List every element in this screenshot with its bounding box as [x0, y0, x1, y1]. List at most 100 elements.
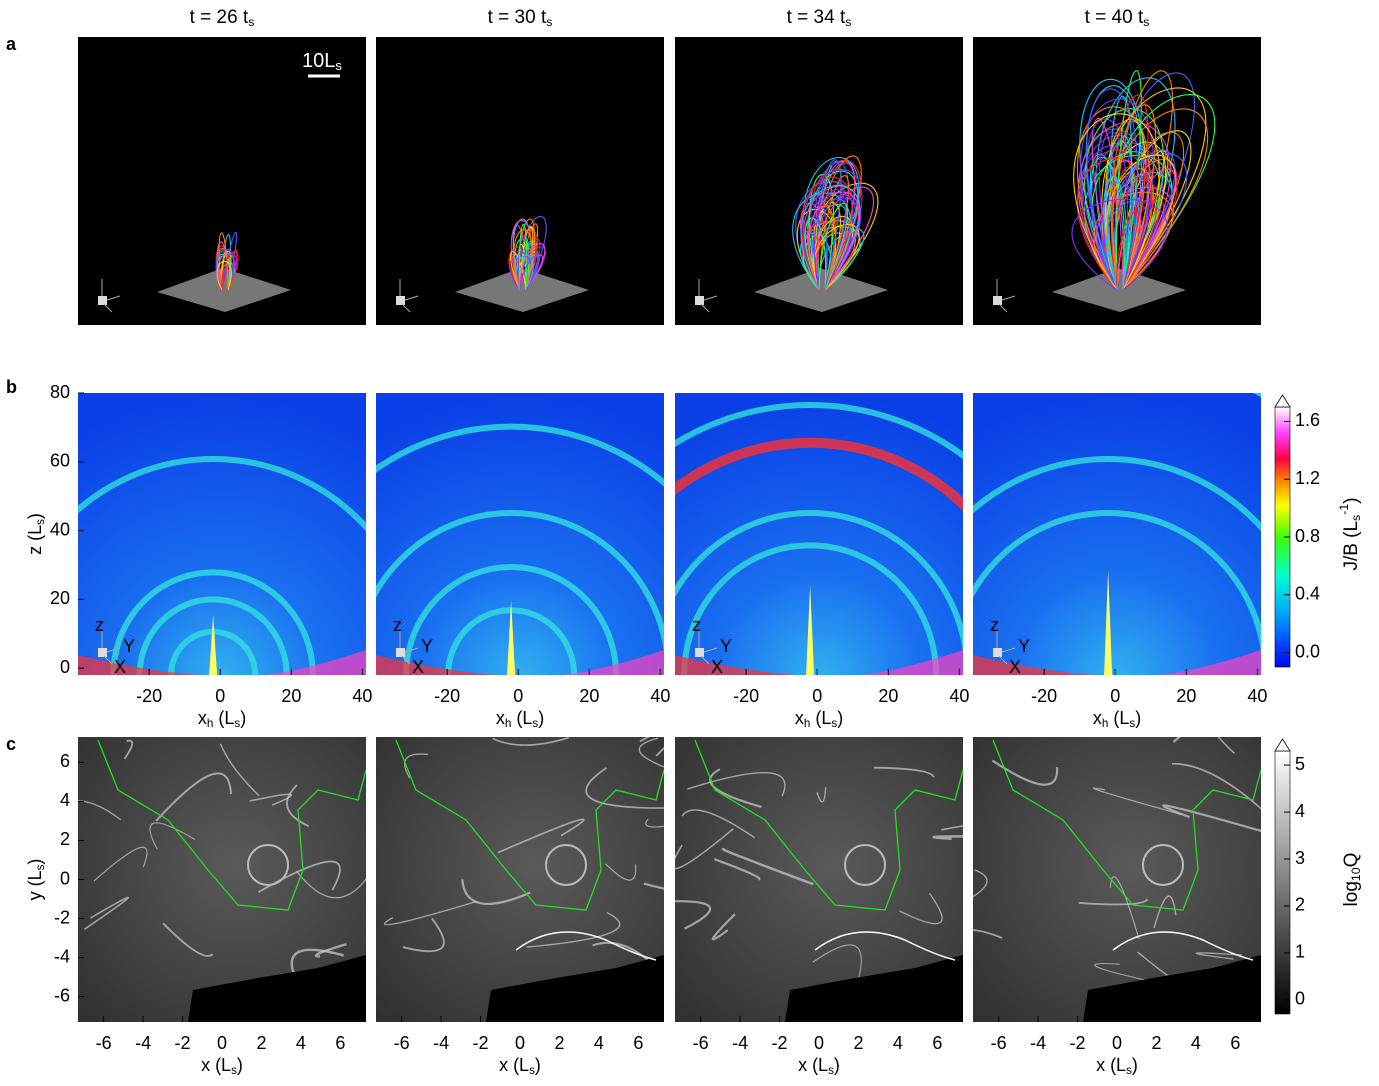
triad-axis	[703, 647, 718, 653]
x-axis-label-part: )	[1132, 1055, 1138, 1075]
field-lines	[1071, 70, 1216, 291]
triad-label: Y	[1018, 284, 1030, 304]
x-axis-label-part: s	[529, 1064, 535, 1077]
x-tick-label: 6	[335, 1033, 345, 1053]
field-line	[1101, 87, 1207, 291]
x-axis-label: x (Ls)	[499, 1055, 541, 1077]
x-axis-label-part: )	[837, 708, 843, 728]
qsl	[383, 900, 477, 926]
colorbar-tick-label: 0	[1295, 989, 1305, 1009]
field-line	[519, 245, 537, 291]
base-plane	[455, 268, 589, 312]
triad-axis	[700, 303, 710, 313]
base-plane	[754, 268, 888, 312]
column-title-part: s	[546, 15, 552, 29]
y-tick-label: -6	[54, 985, 70, 1005]
y-axis-label-part: z (L	[25, 525, 45, 555]
y-tick-label: 80	[50, 382, 70, 402]
x-tick-label: 0	[812, 686, 822, 706]
triad-label: Y	[720, 636, 732, 656]
triad-label: z	[393, 263, 402, 283]
colorbar-label-part: Q	[1341, 853, 1362, 868]
qsl	[83, 896, 129, 931]
x-axis-label-part: s	[831, 717, 837, 730]
field-line	[1098, 131, 1129, 291]
colorbar-label-part: s	[1349, 515, 1363, 521]
x-axis-label: x (Ls)	[1096, 1055, 1138, 1077]
qsl	[1162, 804, 1261, 833]
field-line	[1105, 154, 1177, 291]
qsl	[991, 759, 1059, 786]
field-line	[810, 190, 828, 291]
base-plane	[157, 268, 291, 312]
column-title-part: s	[248, 15, 254, 29]
field-line	[1116, 168, 1176, 291]
y-tick-label: 60	[50, 451, 70, 471]
field-line	[513, 229, 533, 291]
scale-bar-label-part: 10L	[302, 50, 335, 72]
triad-label: X	[114, 657, 126, 677]
current-arc	[675, 510, 963, 653]
colorbar	[1274, 750, 1291, 1015]
triad-label: X	[711, 657, 723, 677]
triad-axis	[106, 647, 121, 653]
triad-label: z	[692, 615, 701, 635]
qsl	[687, 772, 786, 797]
boundary-layer	[564, 650, 664, 675]
slice-bg	[376, 393, 664, 675]
y-tick-label: -2	[54, 907, 70, 927]
x-tick-label: 40	[1247, 686, 1267, 706]
x-tick-label: 0	[1110, 686, 1120, 706]
triad-cube	[396, 296, 405, 305]
triad-cube	[98, 296, 107, 305]
colorbar-tick-label: 0.0	[1295, 641, 1320, 661]
x-axis-label-part: h	[1102, 717, 1109, 730]
x-axis-label-part: h	[505, 717, 512, 730]
y-axis-label-part: y (L	[25, 870, 45, 900]
qsl	[711, 913, 736, 941]
column-title-part: t = 34 t	[787, 7, 846, 28]
x-tick-label: -2	[772, 1033, 788, 1053]
x-axis-label-part: s	[828, 1064, 834, 1077]
x-axis-label-part: x	[795, 708, 804, 728]
x-axis-label-part: (L	[810, 708, 831, 728]
field-lines	[215, 231, 239, 291]
field-line	[800, 184, 861, 291]
x-tick-label: 4	[594, 1033, 604, 1053]
scale-bar-label-part: s	[335, 58, 342, 73]
y-axis-label: z (Ls)	[25, 513, 47, 555]
x-tick-label: 2	[853, 1033, 863, 1053]
colorbar-label: J/B (Ls-1)	[1337, 497, 1363, 570]
qsl	[605, 863, 637, 881]
x-tick-label: 4	[893, 1033, 903, 1053]
x-tick-label: 20	[1176, 686, 1196, 706]
triad-label: Y	[421, 636, 433, 656]
x-axis-label-part: h	[804, 717, 811, 730]
x-axis-label-part: (L	[1108, 708, 1129, 728]
qsl	[1092, 787, 1182, 816]
field-line	[1076, 106, 1150, 291]
triad-label: z	[990, 615, 999, 635]
column-title-part: s	[845, 15, 851, 29]
triad-axis	[998, 303, 1008, 313]
field-line	[1103, 176, 1127, 291]
x-tick-label: -20	[136, 686, 162, 706]
x-axis-label-part: x	[496, 708, 505, 728]
column-title-part: t = 26 t	[190, 7, 249, 28]
qsl	[941, 825, 963, 831]
empty-region	[785, 955, 963, 1022]
triad-axis	[703, 295, 718, 301]
boundary-layer	[973, 655, 1093, 675]
x-tick-label: -6	[693, 1033, 709, 1053]
x-axis-label: xh (Ls)	[795, 708, 843, 730]
column-title-part: t = 40 t	[1085, 7, 1144, 28]
x-axis-label-part: x	[1093, 708, 1102, 728]
qsl	[492, 737, 569, 746]
field-line	[1109, 95, 1133, 291]
empty-region	[188, 955, 366, 1022]
x-axis-label-part: x (L	[1096, 1055, 1126, 1075]
y-tick-label: 4	[60, 790, 70, 810]
field-line	[1078, 121, 1171, 291]
triad-label: X	[114, 305, 126, 325]
field-line	[818, 228, 865, 291]
